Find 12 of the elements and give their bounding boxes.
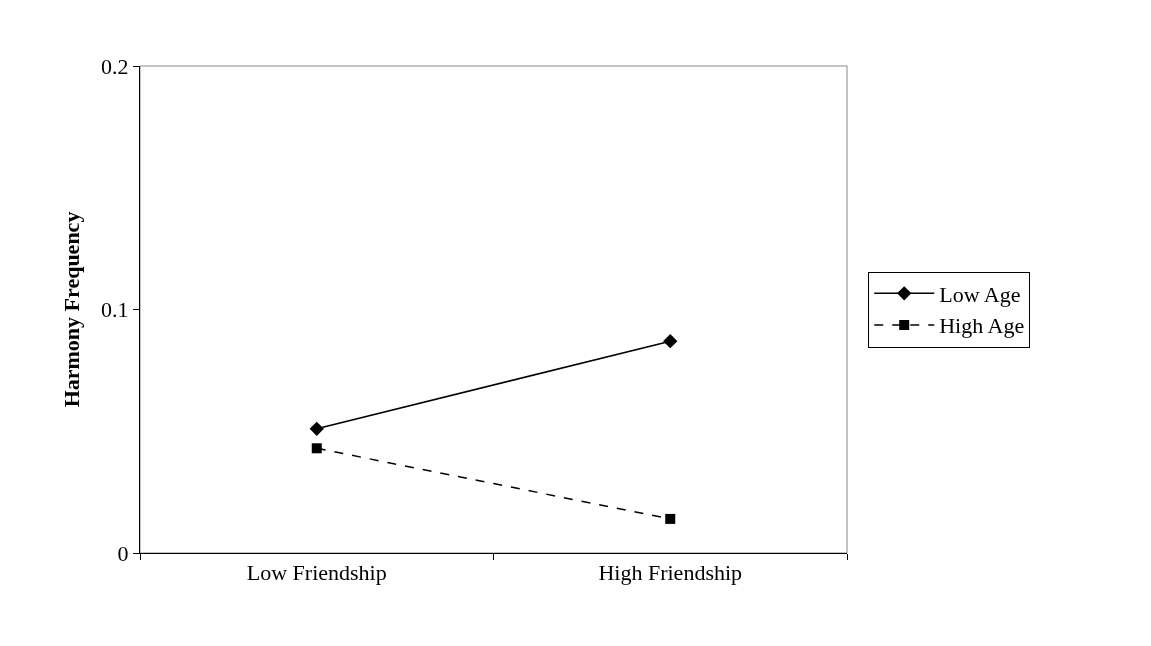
legend-label: Low Age	[939, 281, 1021, 307]
y-tick-label: 0	[117, 540, 129, 566]
y-tick-label: 0.2	[101, 53, 129, 79]
point	[663, 334, 678, 349]
point	[311, 443, 322, 454]
x-tick-label: Low Friendship	[246, 560, 387, 586]
legend-label: High Age	[939, 313, 1025, 339]
point	[309, 421, 324, 436]
y-tick-label: 0.1	[101, 297, 129, 323]
y-axis-title: Harmony Frequency	[58, 211, 84, 408]
x-tick-label: High Friendship	[598, 560, 743, 586]
point	[665, 513, 676, 524]
